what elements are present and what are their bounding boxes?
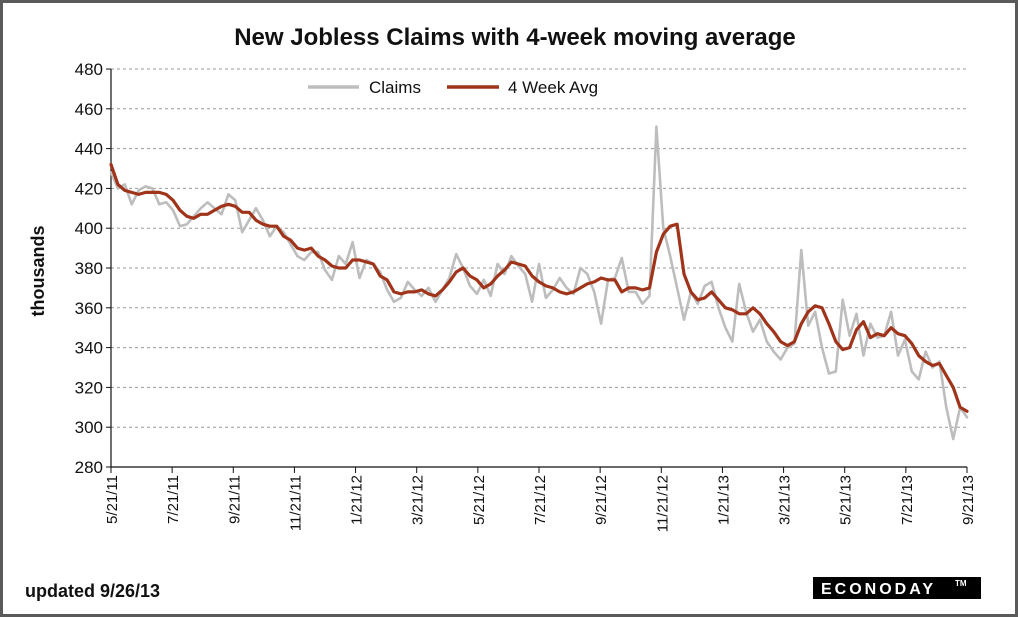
x-tick-label: 9/21/13 bbox=[960, 475, 977, 525]
logo-trademark: TM bbox=[955, 579, 967, 588]
y-tick-label: 360 bbox=[75, 299, 103, 318]
legend: Claims 4 Week Avg bbox=[308, 78, 598, 97]
y-tick-label: 340 bbox=[75, 339, 103, 358]
y-tick-label: 400 bbox=[75, 219, 103, 238]
x-tick-label: 11/21/12 bbox=[654, 475, 671, 532]
y-tick-label: 380 bbox=[75, 259, 103, 278]
claims-series-line bbox=[109, 125, 969, 441]
legend-claims-label: Claims bbox=[369, 78, 421, 97]
four-week-avg-series-line bbox=[109, 162, 969, 413]
y-axis-label: thousands bbox=[28, 225, 48, 316]
x-tick-label: 5/21/11 bbox=[104, 475, 121, 524]
series-lines bbox=[109, 125, 969, 441]
x-tick-label: 7/21/11 bbox=[165, 475, 182, 524]
x-tick-label: 1/21/12 bbox=[349, 475, 366, 525]
y-tick-label: 320 bbox=[75, 378, 103, 397]
jobless-claims-chart: New Jobless Claims with 4-week moving av… bbox=[25, 24, 981, 601]
x-tick-label: 5/21/12 bbox=[471, 475, 488, 525]
y-axis-ticks: 280 300 320 340 360 380 400 420 440 460 480 bbox=[75, 60, 111, 477]
chart-title: New Jobless Claims with 4-week moving av… bbox=[234, 24, 796, 51]
y-tick-label: 440 bbox=[75, 140, 103, 159]
logo-background bbox=[813, 577, 981, 599]
x-tick-label: 7/21/12 bbox=[532, 475, 549, 525]
legend-avg-label: 4 Week Avg bbox=[508, 78, 598, 97]
x-tick-label: 1/21/13 bbox=[715, 475, 732, 525]
x-tick-label: 11/21/11 bbox=[287, 475, 304, 531]
x-tick-label: 3/21/13 bbox=[777, 475, 794, 525]
y-tick-label: 420 bbox=[75, 179, 103, 198]
y-tick-label: 460 bbox=[75, 100, 103, 119]
y-tick-label: 280 bbox=[75, 458, 103, 477]
x-tick-label: 3/21/12 bbox=[410, 475, 427, 525]
y-tick-label: 480 bbox=[75, 60, 103, 79]
x-tick-label: 7/21/13 bbox=[899, 475, 916, 525]
x-tick-label: 9/21/12 bbox=[593, 475, 610, 525]
econoday-logo: ECONODAY TM bbox=[813, 577, 981, 599]
x-axis-ticks: 5/21/11 7/21/11 9/21/11 11/21/11 1/21/12 3/21… bbox=[104, 467, 977, 532]
y-tick-label: 300 bbox=[75, 418, 103, 437]
gridlines bbox=[111, 68, 967, 428]
x-tick-label: 9/21/11 bbox=[226, 475, 243, 524]
logo-text: ECONODAY bbox=[821, 581, 936, 598]
updated-footnote: updated 9/26/13 bbox=[25, 581, 160, 601]
x-tick-label: 5/21/13 bbox=[838, 475, 855, 525]
